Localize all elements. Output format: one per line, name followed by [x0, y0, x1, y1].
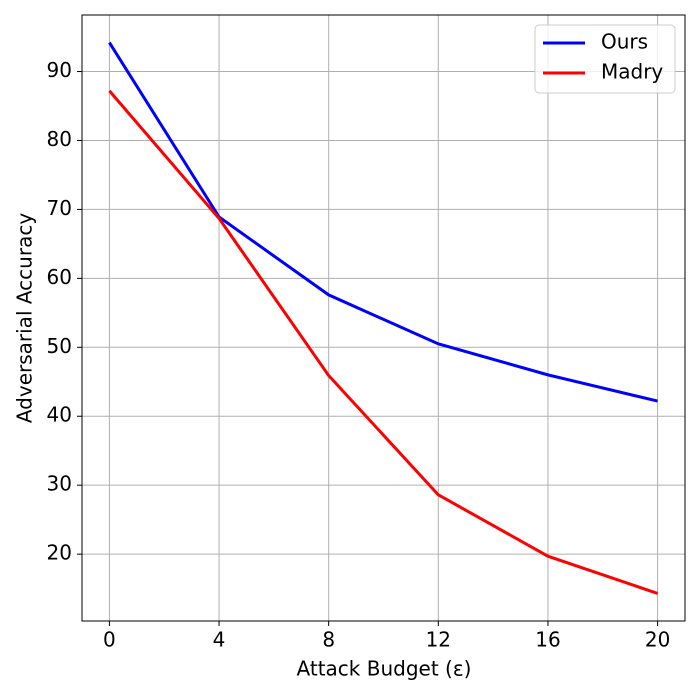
- y-tick-label: 30: [47, 472, 72, 496]
- x-tick-label: 8: [322, 628, 335, 652]
- legend: Ours Madry: [534, 24, 676, 94]
- x-tick-label: 4: [213, 628, 226, 652]
- legend-label: Ours: [601, 30, 648, 54]
- x-axis-label: Attack Budget (ε): [297, 657, 472, 681]
- x-tick-label: 20: [645, 628, 670, 652]
- plot-frame: [81, 14, 686, 622]
- y-tick-label: 50: [47, 334, 72, 358]
- y-tick-label: 70: [47, 196, 72, 220]
- data-line: [108, 41, 658, 403]
- y-tick-label: 90: [47, 58, 72, 82]
- legend-label: Madry: [601, 60, 663, 84]
- y-tick-label: 20: [47, 541, 72, 565]
- x-tick-label: 12: [426, 628, 451, 652]
- y-axis-label: Adversarial Accuracy: [13, 213, 37, 423]
- data-line: [108, 89, 659, 595]
- x-tick-label: 16: [535, 628, 560, 652]
- y-tick-label: 40: [47, 403, 72, 427]
- y-tick-label: 80: [47, 127, 72, 151]
- y-tick-label: 60: [47, 265, 72, 289]
- x-tick-label: 0: [103, 628, 116, 652]
